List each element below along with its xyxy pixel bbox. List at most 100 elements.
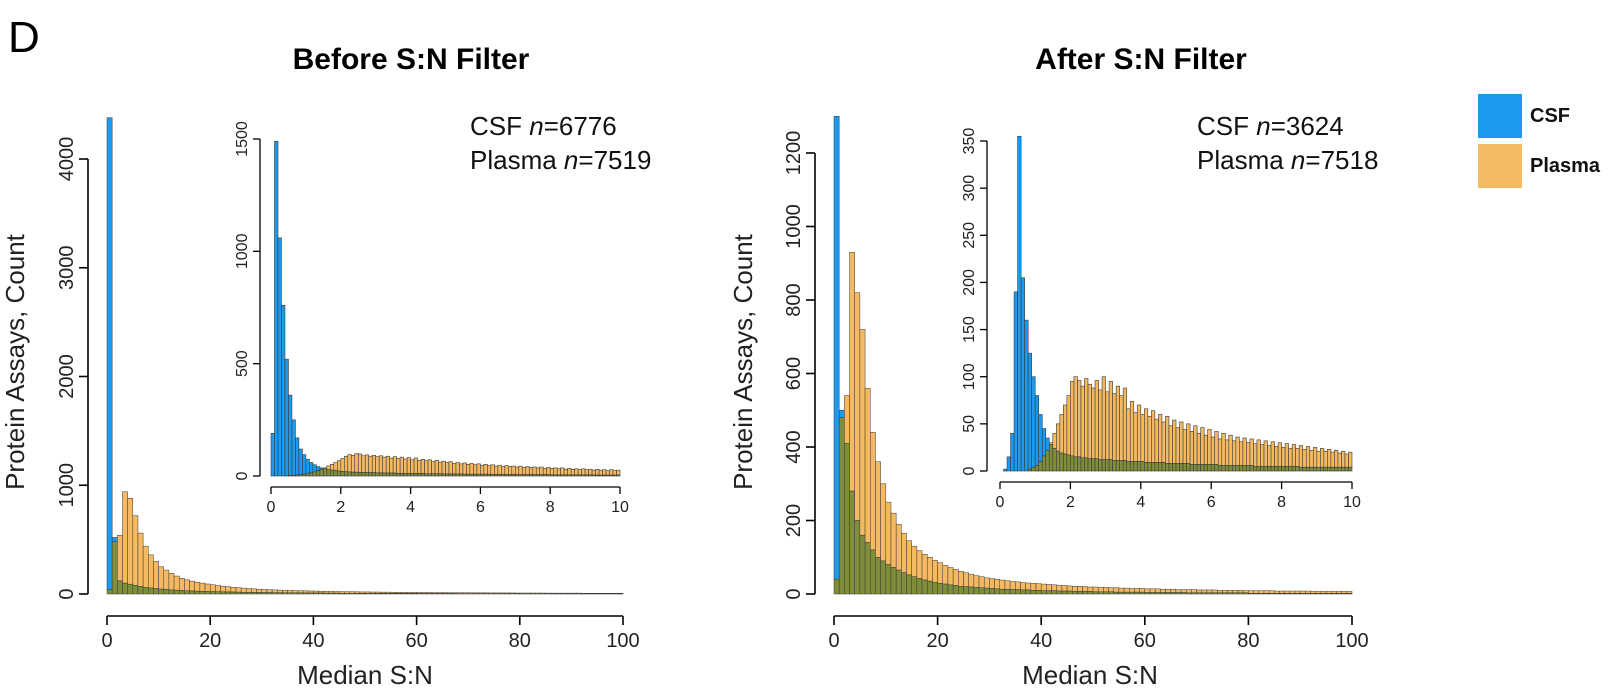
overlap-bar [1246,465,1251,472]
overlap-bar [357,472,363,477]
plasma-bar [1217,438,1223,466]
overlap-bar [1277,465,1282,472]
overlap-bar [1175,592,1182,595]
overlap-bar [1331,593,1337,595]
overlap-bar [251,592,257,595]
y-tick-label: 800 [783,283,805,316]
overlap-bar [323,592,330,595]
plasma-bar [194,582,201,592]
overlap-bar [1221,465,1226,472]
overlap-bar [1103,591,1109,595]
overlap-bar [1217,465,1223,472]
plasma-bar [989,578,995,589]
overlap-bar [204,591,211,595]
y-tick-label: 1200 [783,131,805,176]
overlap-bar [330,469,335,477]
csf-bar [302,454,307,475]
panel-letter: D [8,13,40,62]
y-tick-label: 100 [961,363,978,390]
plasma-bar [1149,588,1156,593]
x-tick-label: 60 [1134,630,1156,652]
plasma-bar [1056,423,1061,452]
plasma-bar [1077,380,1082,458]
plasma-bar [431,461,436,475]
legend-label-csf: CSF [1530,105,1570,127]
chart-title: Before S:N Filter [293,43,530,76]
plasma-bar [209,584,216,592]
plasma-bar [1040,583,1047,591]
plasma-bar [184,579,190,591]
overlap-bar [1270,465,1275,472]
overlap-bar [609,474,614,477]
plasma-bar [906,540,912,576]
overlap-bar [1232,592,1239,595]
overlap-bar [1087,591,1094,595]
y-tick-label: 4000 [56,137,78,182]
plasma-bar [413,457,418,474]
csf-bar [277,237,282,477]
x-tick-label: 10 [1343,494,1361,511]
x-tick-label: 20 [926,630,948,652]
plasma-bar [616,469,621,476]
plasma-bar [1263,590,1270,594]
plasma-bar [455,462,460,475]
plasma-bar [1165,588,1171,593]
plasma-bar [476,463,481,475]
overlap-bar [1291,465,1296,472]
overlap-bar [584,474,589,477]
plasma-bar [549,468,554,476]
plasma-bar [539,466,544,475]
overlap-bar [1034,465,1040,472]
plasma-bar [581,468,586,476]
plasma-bar [978,576,985,589]
overlap-bar [1179,463,1184,472]
overlap-bar [570,474,575,477]
plasma-bar [901,533,907,573]
plasma-bar [1341,591,1348,594]
plasma-bar [1123,587,1130,593]
overlap-bar [1330,466,1335,472]
overlap-bar [246,592,252,595]
overlap-bar [864,542,871,595]
overlap-bar [1298,466,1304,472]
overlap-bar [297,592,304,595]
overlap-bar [271,592,278,595]
plasma-bar [602,469,607,476]
plasma-bar [1094,380,1099,460]
plasma-bar [1228,434,1233,466]
plasma-bar [947,567,954,586]
plasma-bar [864,387,871,543]
plasma-bar [1072,586,1078,592]
overlap-bar [403,473,408,477]
overlap-bar [441,473,446,477]
overlap-bar [890,567,897,595]
plasma-bar [199,582,206,592]
overlap-bar [476,473,481,477]
plasma-bar [1341,450,1346,468]
overlap-bar [1295,465,1300,472]
y-tick-label: 1000 [56,463,78,508]
overlap-bar [511,474,516,477]
legend: CSF Plasma [1478,94,1601,188]
overlap-bar [1172,463,1177,472]
overlap-bar [542,474,548,477]
plasma-bar [1298,445,1304,468]
overlap-bar [292,592,299,595]
overlap-bar [546,474,551,477]
overlap-bar [525,474,530,477]
overlap-bar [833,579,840,595]
plasma-bar [1147,416,1152,463]
plasma-bar [240,587,247,593]
overlap-bar [1274,593,1280,595]
y-tick-label: 400 [783,430,805,463]
plasma-bar [880,483,887,562]
plasma-bar [1253,443,1258,467]
overlap-bar [427,473,432,477]
plasma-bar [406,457,411,474]
overlap-bar [1015,589,1021,595]
plasma-bar [1334,449,1339,468]
plasma-bar [546,467,551,475]
overlap-bar [127,583,134,595]
overlap-bar [305,473,310,477]
overlap-bar [316,470,321,477]
